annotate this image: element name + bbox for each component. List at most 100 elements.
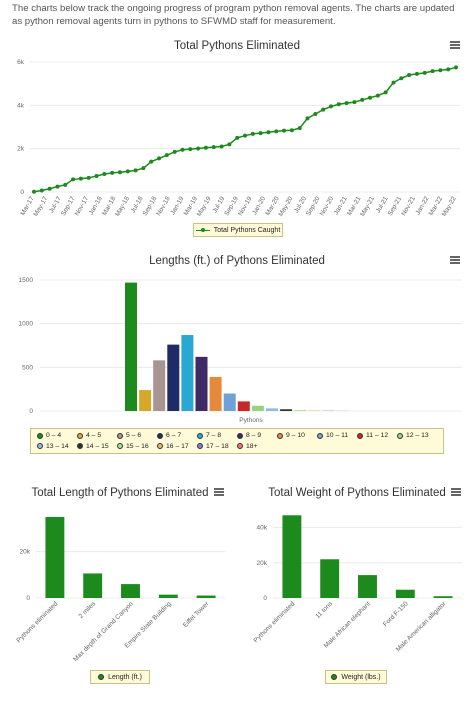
total-pythons-chart: Total Pythons Eliminated 0 2k 4k 6k Mar-17 May… — [0, 34, 474, 244]
x-tick-label: May-17 — [32, 195, 49, 218]
data-point — [258, 131, 263, 136]
data-point — [125, 169, 130, 174]
total-length-svg: Total Length of Pythons Eliminated 0 20k Py… — [16, 487, 225, 663]
legend-dot-icon — [77, 432, 83, 439]
chart-menu-icon[interactable] — [450, 41, 460, 49]
data-point — [250, 131, 255, 136]
legend-item[interactable]: 17 – 18 — [197, 443, 237, 451]
legend-item[interactable]: 6 – 7 — [157, 432, 197, 440]
data-point — [39, 188, 44, 193]
legend-dot-icon — [357, 432, 363, 439]
legend-dot-icon — [317, 432, 323, 439]
data-point — [133, 168, 138, 173]
data-point — [274, 129, 279, 134]
data-point — [344, 101, 349, 106]
legend-label: 18+ — [246, 442, 258, 450]
legend-label: 15 – 16 — [126, 442, 149, 450]
legend-label: 11 – 12 — [366, 432, 389, 440]
bar-length-8 — [237, 401, 250, 411]
bar-length-0 — [125, 282, 137, 411]
y-tick-label: 500 — [22, 364, 33, 371]
total-weight-svg: Total Weight of Pythons Eliminated 0 20k 40… — [253, 487, 462, 653]
legend-item[interactable]: 12 – 13 — [397, 432, 437, 440]
data-point — [360, 97, 365, 102]
bar-length-9 — [251, 405, 264, 411]
bar-length-6 — [209, 376, 222, 411]
legend-item[interactable]: 11 – 12 — [357, 432, 397, 440]
data-point — [172, 149, 177, 154]
x-tick-label: May-19 — [196, 195, 213, 218]
legend-dot-icon — [397, 432, 403, 439]
legend-item[interactable]: 0 – 4 — [37, 432, 77, 440]
legend-dot-icon — [37, 443, 43, 450]
bar-length-5 — [195, 356, 208, 411]
legend-lengths: 0 – 4 4 – 5 5 – 6 6 – 7 7 – 8 8 – 9 9 – 10 10 –… — [30, 428, 444, 454]
chart-menu-icon[interactable] — [214, 488, 224, 496]
data-point — [219, 144, 224, 149]
data-point — [78, 176, 83, 181]
data-point — [243, 133, 247, 138]
legend-item[interactable]: 8 – 9 — [237, 432, 277, 440]
bar-length-11 — [280, 409, 293, 411]
legend-item[interactable]: 10 – 11 — [317, 432, 357, 440]
data-point — [188, 147, 193, 152]
lengths-svg: Lengths (ft.) of Pythons Eliminated 0 500 1… — [19, 255, 462, 424]
legend-item[interactable]: 14 – 15 — [77, 443, 117, 451]
chart-title: Lengths (ft.) of Pythons Eliminated — [149, 255, 325, 267]
legend-item[interactable]: 16 – 17 — [157, 443, 197, 451]
legend-label: 5 – 6 — [126, 432, 142, 440]
y-tick-label: 0 — [263, 595, 267, 602]
x-tick-label: Ford F-150 — [382, 600, 410, 628]
y-tick-label: 6k — [17, 59, 25, 66]
chart-menu-icon[interactable] — [450, 256, 460, 264]
legend-item[interactable]: 5 – 6 — [117, 432, 157, 440]
legend-label: 17 – 18 — [206, 442, 229, 450]
bar-length-1 — [139, 390, 152, 411]
y-tick-label: 0 — [29, 408, 33, 415]
data-point — [63, 182, 68, 187]
legend-length[interactable]: Length (ft.) — [90, 670, 150, 684]
data-point — [313, 112, 318, 116]
legend-item[interactable]: 13 – 14 — [37, 443, 77, 451]
data-point — [110, 170, 115, 175]
bar-2 — [121, 584, 140, 598]
bar-length-7 — [223, 393, 236, 411]
legend-total-pythons[interactable]: Total Pythons Caught — [193, 223, 283, 237]
data-point — [235, 135, 240, 140]
data-point — [336, 102, 341, 107]
legend-item[interactable]: 7 – 8 — [197, 432, 237, 440]
data-point — [141, 166, 146, 171]
legend-item[interactable]: 4 – 5 — [77, 432, 117, 440]
legend-item[interactable]: 9 – 10 — [277, 432, 317, 440]
legend-dot-icon — [98, 674, 105, 680]
chart-menu-icon[interactable] — [451, 488, 461, 496]
x-tick-label: Pythons eliminated — [253, 600, 297, 644]
data-point — [305, 116, 310, 121]
y-tick-label: 2k — [17, 146, 25, 153]
bar-1 — [320, 559, 340, 598]
legend-dot-icon — [117, 432, 123, 439]
total-length-chart: Total Length of Pythons Eliminated 0 20k Py… — [0, 480, 237, 690]
data-point — [399, 76, 404, 81]
data-point — [71, 177, 76, 182]
legend-dot-icon — [197, 432, 203, 439]
legend-label: Total Pythons Caught — [213, 226, 281, 234]
data-point — [414, 71, 419, 76]
legend-weight[interactable]: Weight (lbs.) — [325, 670, 387, 684]
y-tick-label: 1500 — [19, 277, 34, 284]
legend-item[interactable]: 18+ — [237, 443, 277, 451]
legend-dot-icon — [331, 674, 338, 680]
legend-label: 12 – 13 — [406, 432, 429, 440]
legend-dot-icon — [77, 443, 83, 450]
legend-item[interactable]: 15 – 16 — [117, 443, 157, 451]
legend-label: 4 – 5 — [86, 432, 102, 440]
series-line-total-pythons — [33, 66, 457, 193]
legend-label: Weight (lbs.) — [341, 673, 381, 681]
y-tick-label: 20k — [20, 549, 31, 556]
legend-label: 16 – 17 — [166, 442, 189, 450]
legend-label: 0 – 4 — [46, 432, 62, 440]
data-point — [383, 90, 388, 95]
bar-1 — [83, 573, 103, 598]
bar-0 — [45, 516, 65, 598]
x-axis-label: Pythons — [239, 417, 263, 424]
